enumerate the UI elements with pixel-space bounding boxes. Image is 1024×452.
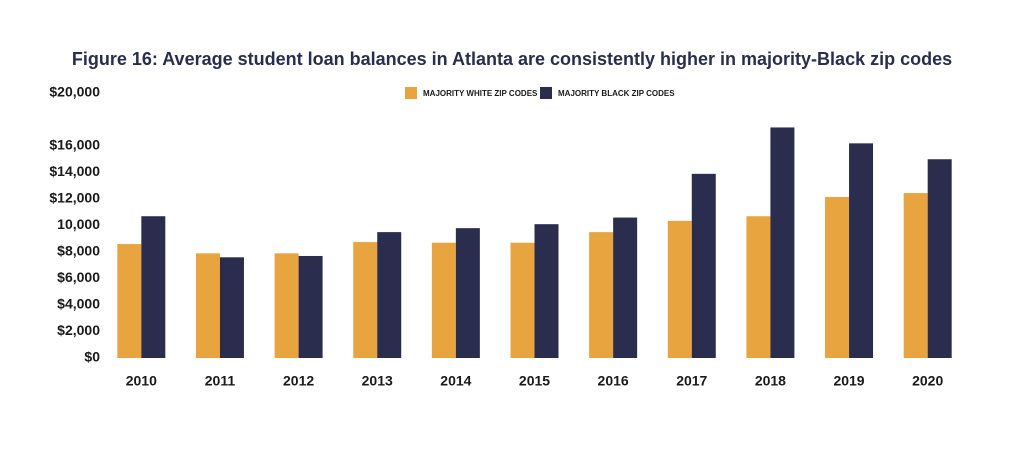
x-tick-label: 2017 xyxy=(676,373,707,389)
y-tick-label: $14,000 xyxy=(49,163,100,179)
legend-swatch xyxy=(405,87,417,99)
bar xyxy=(298,255,323,358)
bar xyxy=(431,242,456,358)
x-tick-label: 2011 xyxy=(205,373,236,389)
bar xyxy=(377,232,402,358)
legend-swatch xyxy=(540,87,552,99)
bar xyxy=(510,242,535,358)
bar xyxy=(613,217,638,358)
legend-label: MAJORITY BLACK ZIP CODES xyxy=(558,89,675,98)
bar xyxy=(274,253,299,358)
y-tick-label: $20,000 xyxy=(49,84,100,100)
x-tick-label: 2016 xyxy=(598,373,629,389)
x-tick-label: 2010 xyxy=(126,373,157,389)
y-tick-label: $4,000 xyxy=(57,296,100,312)
x-tick-label: 2019 xyxy=(833,373,864,389)
bar xyxy=(770,127,795,358)
chart-title: Figure 16: Average student loan balances… xyxy=(72,49,952,69)
bar xyxy=(849,143,874,358)
y-tick-label: $0 xyxy=(84,349,100,365)
y-tick-label: $8,000 xyxy=(57,243,100,259)
x-tick-label: 2013 xyxy=(362,373,393,389)
x-tick-label: 2020 xyxy=(912,373,943,389)
y-tick-label: $16,000 xyxy=(49,137,100,153)
bar xyxy=(667,220,692,358)
bar xyxy=(534,224,559,358)
y-tick-label: $6,000 xyxy=(57,269,100,285)
bar xyxy=(219,257,244,358)
bar xyxy=(455,228,480,358)
bar xyxy=(117,244,142,358)
legend-label: MAJORITY WHITE ZIP CODES xyxy=(423,89,538,98)
bar xyxy=(927,159,952,358)
y-tick-label: $2,000 xyxy=(57,322,100,338)
bar xyxy=(903,193,928,358)
bar xyxy=(746,216,771,358)
x-tick-label: 2012 xyxy=(283,373,314,389)
bar xyxy=(691,173,716,358)
bar xyxy=(353,242,378,358)
x-tick-label: 2014 xyxy=(440,373,471,389)
x-tick-label: 2018 xyxy=(755,373,786,389)
y-tick-label: 10,000 xyxy=(57,216,100,232)
y-tick-label: $12,000 xyxy=(49,190,100,206)
bar xyxy=(195,253,220,358)
bar xyxy=(825,197,850,358)
bar xyxy=(141,216,166,358)
x-tick-label: 2015 xyxy=(519,373,550,389)
bar xyxy=(589,232,614,358)
